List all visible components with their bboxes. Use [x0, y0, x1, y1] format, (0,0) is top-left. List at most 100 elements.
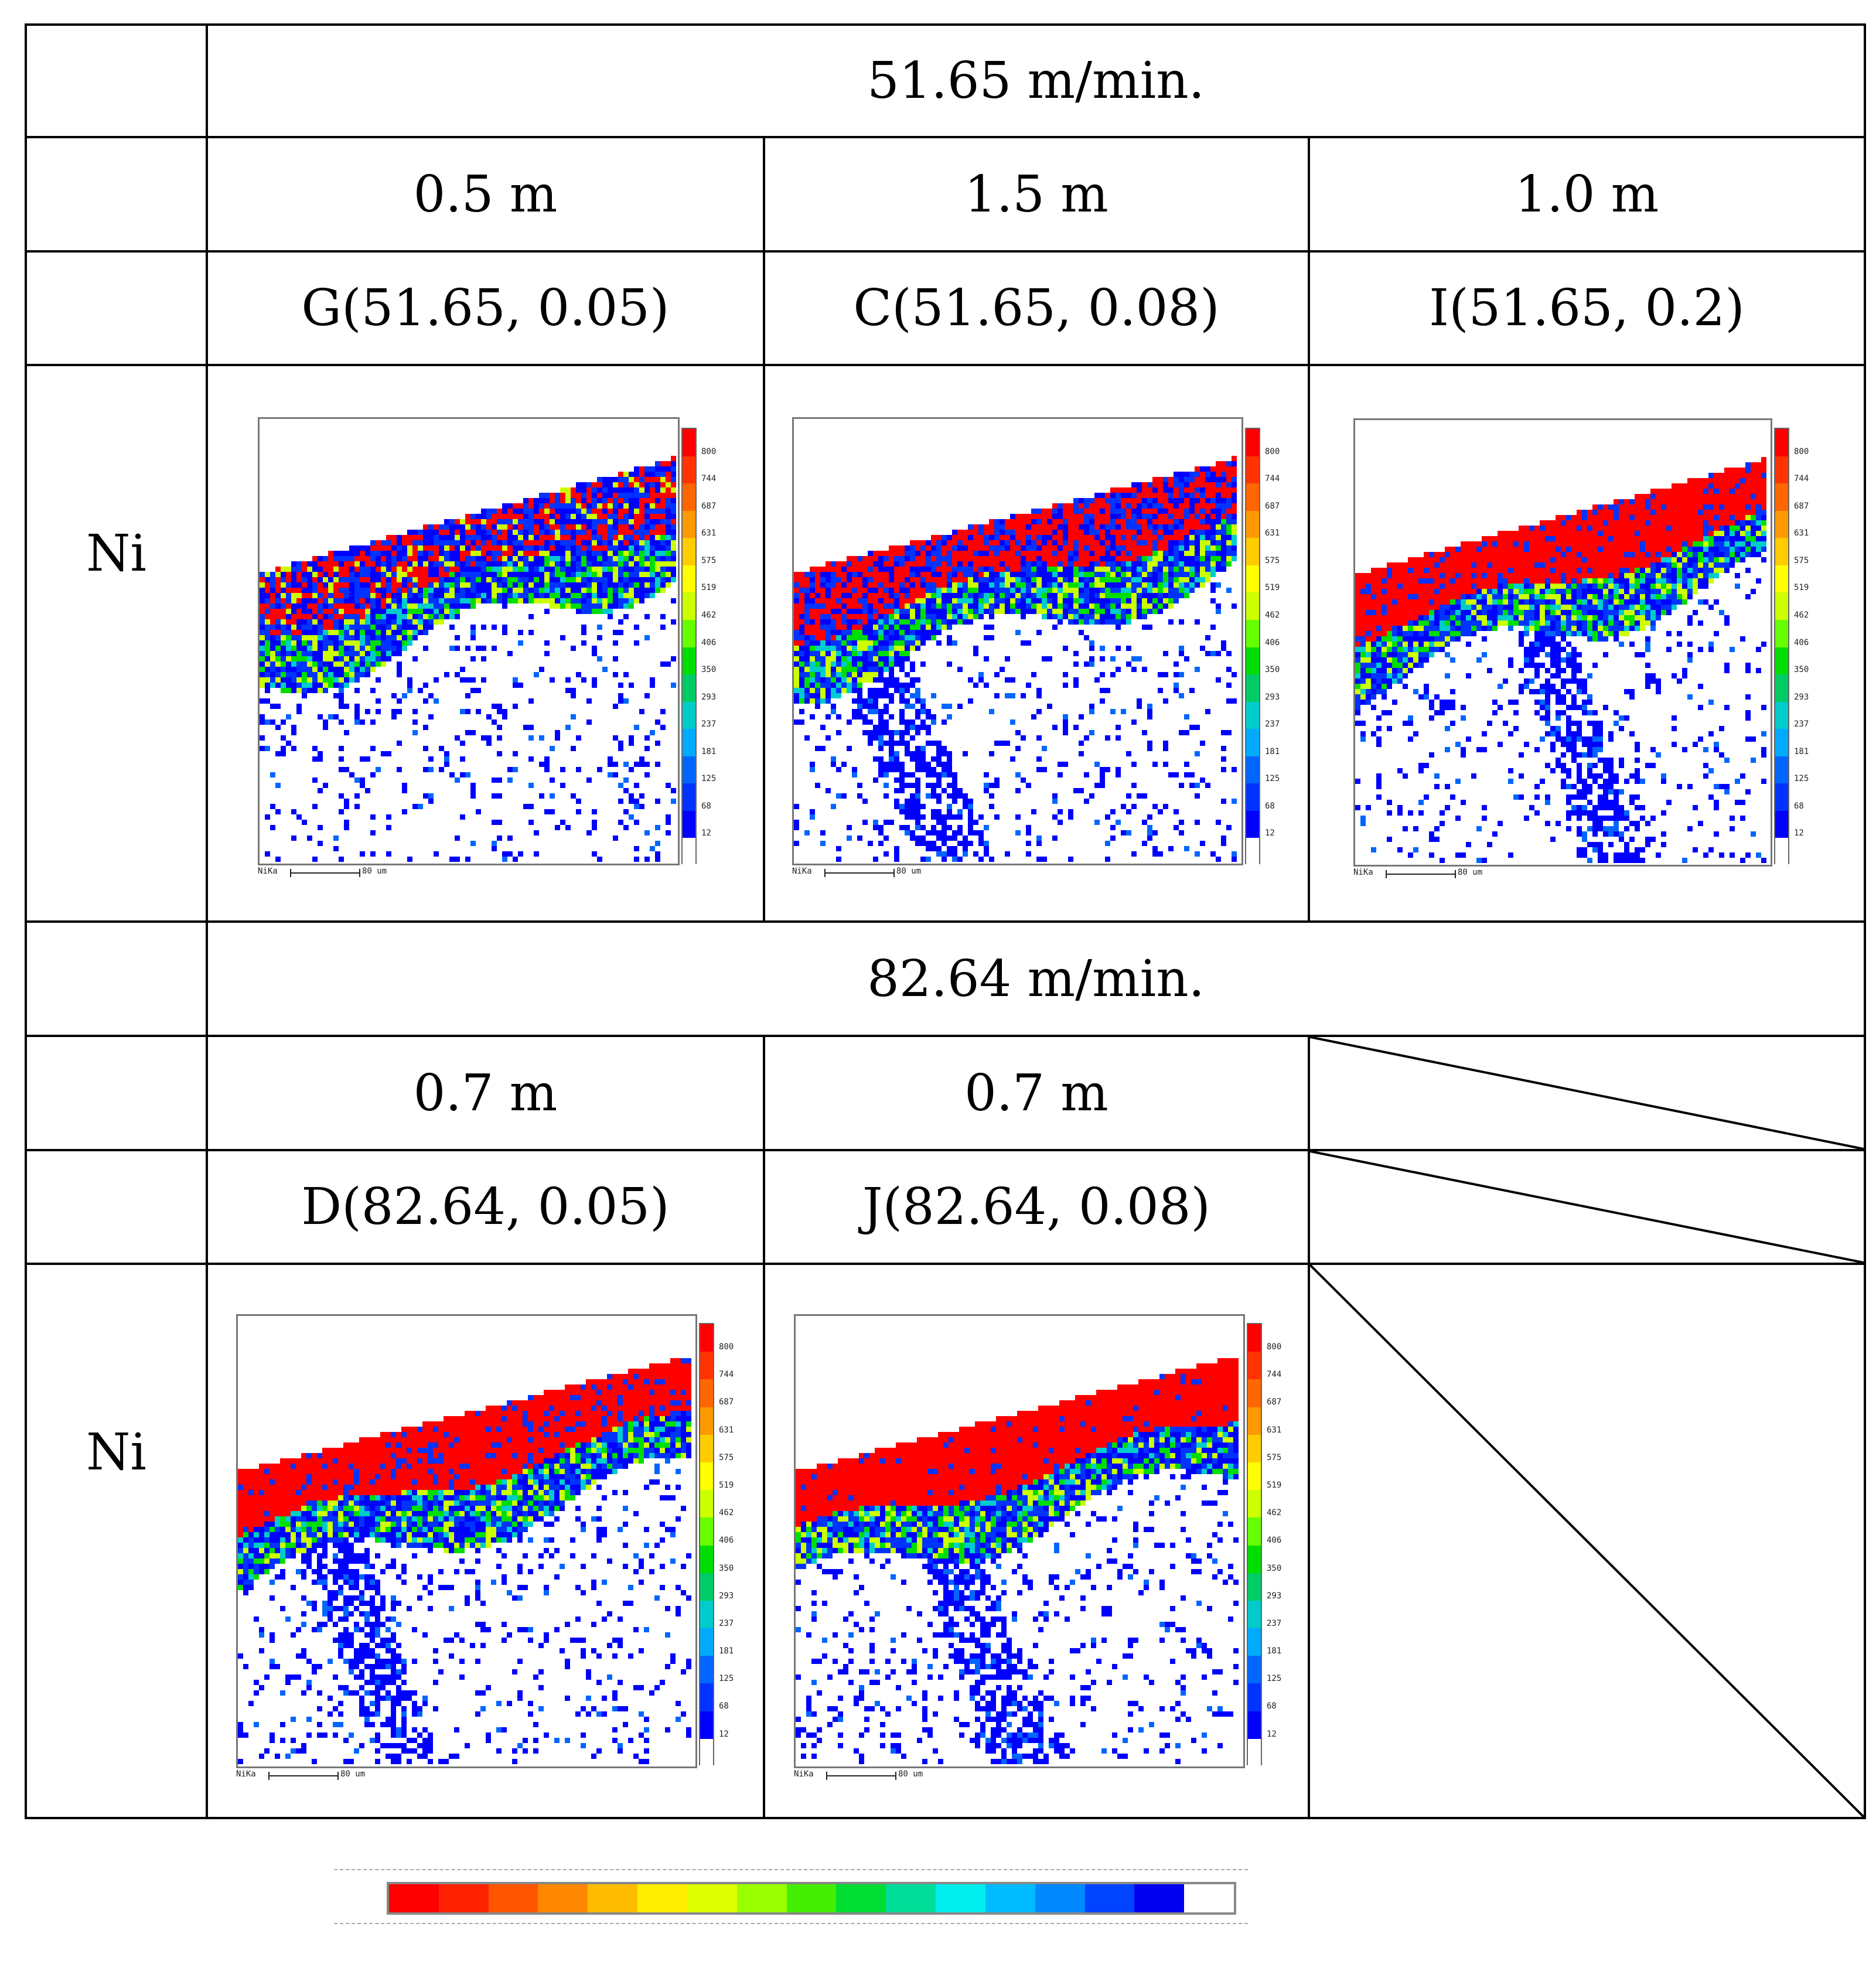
scale-swatch	[1246, 756, 1259, 784]
length-cell: 0.7 m	[763, 1035, 1310, 1151]
scale-swatch	[1246, 565, 1259, 593]
corner-cell	[25, 23, 208, 138]
scale-swatch	[700, 1738, 713, 1766]
element-label: Ni	[25, 364, 208, 923]
speed-header-top: 51.65 m/min.	[206, 23, 1866, 138]
scale-swatch	[683, 483, 695, 511]
scale-tick-label: 744	[701, 474, 717, 484]
scale-tick-label: 575	[701, 555, 717, 565]
scale-swatch	[1246, 619, 1259, 647]
length-cell: 0.5 m	[206, 136, 765, 253]
scale-swatch	[1775, 592, 1788, 620]
scale-tick-label: 631	[1265, 528, 1280, 538]
legend-guide	[334, 1923, 1248, 1924]
sample-cell: J(82.64, 0.08)	[763, 1149, 1310, 1265]
speed-header-bottom: 82.64 m/min.	[206, 920, 1866, 1037]
scale-swatch	[1246, 701, 1259, 729]
scale-swatch	[683, 729, 695, 756]
scale-bar-label: 80 um	[898, 1769, 923, 1779]
blank-cell	[25, 136, 208, 253]
scale-tick-label: 68	[701, 801, 711, 811]
scale-tick-label: 68	[1265, 801, 1275, 811]
probe-label: NiKa	[794, 1769, 814, 1779]
intensity-scale	[1245, 428, 1260, 865]
legend-guide	[334, 1869, 1248, 1870]
ni-map-image	[1353, 418, 1772, 867]
scale-swatch	[700, 1573, 713, 1601]
scale-swatch	[1775, 456, 1788, 484]
scale-bar	[824, 869, 895, 877]
scale-swatch	[1246, 674, 1259, 702]
scale-swatch	[1248, 1628, 1261, 1656]
ni-map-image	[794, 1314, 1245, 1768]
scale-tick-label: 68	[719, 1701, 729, 1711]
scale-tick-label: 631	[701, 528, 717, 538]
legend-swatch	[985, 1884, 1035, 1912]
empty-diagonal-cell	[1308, 1035, 1866, 1151]
scale-bar-label: 80 um	[340, 1769, 366, 1779]
scale-tick-label: 125	[1794, 774, 1809, 784]
scale-swatch	[1775, 483, 1788, 511]
scale-tick-label: 12	[701, 828, 711, 838]
scale-bar-label: 80 um	[1458, 868, 1483, 877]
scale-swatch	[1246, 810, 1259, 838]
color-legend	[387, 1882, 1236, 1915]
ni-map-image	[792, 417, 1243, 865]
scale-tick-label: 181	[1265, 746, 1280, 756]
scale-swatch	[1775, 647, 1788, 675]
scale-swatch	[1775, 729, 1788, 756]
scale-swatch	[1775, 619, 1788, 647]
legend-swatch	[1084, 1884, 1135, 1912]
scale-tick-label: 519	[1265, 583, 1280, 593]
legend-swatch	[687, 1884, 737, 1912]
legend-swatch	[936, 1884, 985, 1912]
scale-swatch	[1248, 1352, 1261, 1380]
scale-swatch	[700, 1434, 713, 1462]
intensity-scale	[1774, 428, 1789, 865]
scale-swatch	[700, 1600, 713, 1629]
blank-cell	[25, 1149, 208, 1265]
scale-tick-label: 181	[1794, 746, 1809, 756]
scale-swatch	[1248, 1573, 1261, 1601]
scale-tick-label: 350	[1267, 1563, 1282, 1573]
scale-swatch	[700, 1407, 713, 1435]
scale-tick-label: 575	[1794, 555, 1809, 565]
scale-swatch	[683, 592, 695, 620]
probe-label: NiKa	[1353, 868, 1373, 877]
scale-tick-label: 12	[1267, 1729, 1277, 1739]
scale-tick-label: 575	[1265, 555, 1280, 565]
blank-cell	[25, 250, 208, 366]
scale-tick-label: 744	[1267, 1370, 1282, 1380]
scale-swatch	[1248, 1379, 1261, 1407]
scale-bar-label: 80 um	[896, 867, 922, 876]
scale-swatch	[700, 1352, 713, 1380]
scale-swatch	[683, 783, 695, 811]
scale-tick-label: 631	[1267, 1425, 1282, 1435]
scale-tick-label: 181	[1267, 1646, 1282, 1656]
scale-bar	[826, 1772, 896, 1780]
scale-tick-label: 687	[719, 1397, 734, 1407]
scale-swatch	[1246, 838, 1259, 865]
scale-tick-label: 237	[1794, 719, 1809, 729]
scale-tick-label: 687	[701, 501, 717, 511]
blank-cell	[25, 1035, 208, 1151]
legend-swatch	[836, 1884, 886, 1912]
scale-tick-label: 406	[1794, 637, 1809, 647]
legend-swatch	[538, 1884, 588, 1912]
legend-swatch	[438, 1884, 489, 1912]
scale-tick-label: 125	[1267, 1674, 1282, 1684]
probe-label: NiKa	[236, 1769, 256, 1779]
scale-tick-label: 744	[1794, 474, 1809, 484]
probe-label: NiKa	[258, 867, 278, 876]
scale-tick-label: 687	[1794, 501, 1809, 511]
scale-swatch	[683, 756, 695, 784]
scale-tick-label: 293	[1265, 692, 1280, 702]
sample-cell: D(82.64, 0.05)	[206, 1149, 765, 1265]
scale-swatch	[1775, 701, 1788, 729]
scale-tick-label: 744	[1265, 474, 1280, 484]
scale-swatch	[1775, 810, 1788, 838]
scale-tick-label: 800	[1265, 446, 1280, 456]
scale-swatch	[1775, 674, 1788, 702]
scale-swatch	[1246, 592, 1259, 620]
scale-swatch	[1775, 756, 1788, 784]
